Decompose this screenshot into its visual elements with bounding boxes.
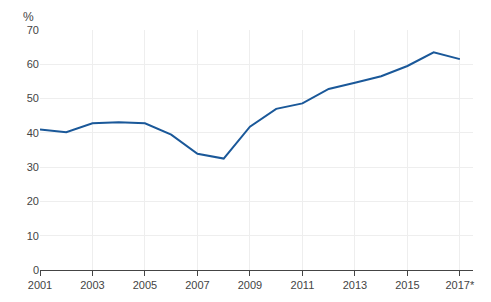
svg-text:2017*: 2017* (445, 279, 474, 291)
svg-text:2011: 2011 (291, 279, 315, 291)
svg-text:2015: 2015 (395, 279, 419, 291)
svg-text:2009: 2009 (238, 279, 262, 291)
svg-text:2003: 2003 (80, 279, 104, 291)
svg-text:%: % (23, 10, 34, 24)
svg-text:60: 60 (27, 58, 39, 70)
svg-text:30: 30 (27, 161, 39, 173)
svg-text:2001: 2001 (28, 279, 52, 291)
svg-text:50: 50 (27, 92, 39, 104)
svg-text:2013: 2013 (343, 279, 367, 291)
svg-text:70: 70 (27, 24, 39, 36)
svg-text:40: 40 (27, 127, 39, 139)
svg-text:2007: 2007 (185, 279, 209, 291)
svg-text:2005: 2005 (133, 279, 157, 291)
svg-text:0: 0 (33, 264, 39, 276)
svg-text:20: 20 (27, 195, 39, 207)
svg-text:10: 10 (27, 230, 39, 242)
